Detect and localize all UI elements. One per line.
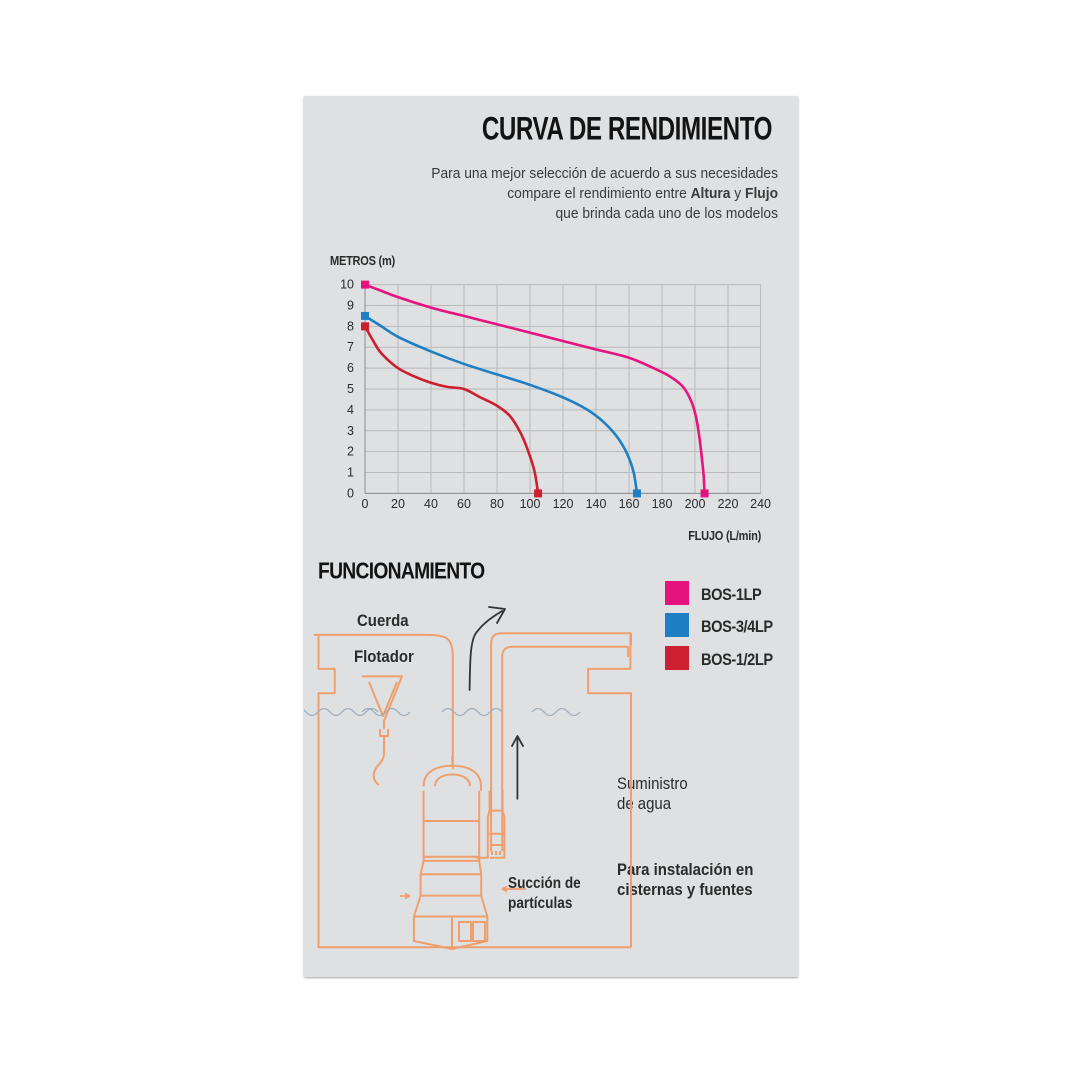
svg-text:2: 2 <box>347 445 354 459</box>
svg-text:20: 20 <box>391 497 405 511</box>
svg-text:40: 40 <box>424 497 438 511</box>
svg-text:60: 60 <box>457 497 471 511</box>
svg-text:8: 8 <box>347 319 354 333</box>
svg-text:6: 6 <box>347 361 354 375</box>
svg-text:80: 80 <box>490 497 504 511</box>
svg-text:7: 7 <box>347 340 354 354</box>
svg-text:240: 240 <box>750 497 771 511</box>
svg-text:1: 1 <box>347 466 354 480</box>
svg-text:140: 140 <box>586 497 607 511</box>
svg-text:0: 0 <box>347 486 354 500</box>
svg-text:100: 100 <box>520 497 541 511</box>
svg-text:10: 10 <box>340 278 354 292</box>
svg-text:9: 9 <box>347 299 354 313</box>
svg-text:160: 160 <box>619 497 640 511</box>
svg-text:0: 0 <box>362 497 369 511</box>
svg-text:5: 5 <box>347 382 354 396</box>
svg-text:180: 180 <box>652 497 673 511</box>
svg-text:200: 200 <box>685 497 706 511</box>
svg-text:220: 220 <box>718 497 739 511</box>
svg-text:3: 3 <box>347 424 354 438</box>
svg-text:120: 120 <box>553 497 574 511</box>
svg-text:4: 4 <box>347 403 354 417</box>
